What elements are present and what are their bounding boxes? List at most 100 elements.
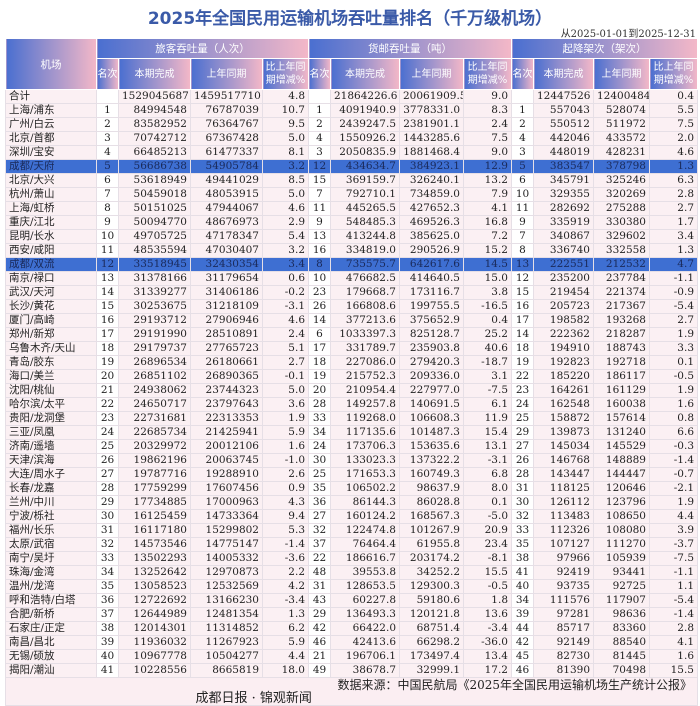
cargo-rank: 19 xyxy=(308,369,331,384)
flights-change: 1.6 xyxy=(649,649,698,664)
flights-change: -0.9 xyxy=(649,285,698,300)
cargo-change: 40.6 xyxy=(463,341,512,356)
cargo-last-year: 61955.8 xyxy=(399,537,464,552)
flights-current: 92149 xyxy=(533,635,594,650)
passenger-current: 17759299 xyxy=(118,481,191,496)
passenger-last-year: 31406186 xyxy=(190,285,263,300)
table-row: 贵阳/龙洞堡 23 22731681 22313353 1.9 33 119268.0 106… xyxy=(5,411,698,426)
airport-name: 三亚/凤凰 xyxy=(5,425,97,440)
passenger-change: 0.9 xyxy=(262,481,309,496)
cargo-subheader-rank: 名次 xyxy=(308,58,331,90)
flights-change: 4.4 xyxy=(649,509,698,524)
cargo-last-year: 2381901.1 xyxy=(399,117,464,132)
flights-current: 219454 xyxy=(533,285,594,300)
cargo-last-year: 469526.3 xyxy=(399,215,464,230)
passenger-change: 4.8 xyxy=(262,89,309,104)
flights-rank: 22 xyxy=(511,369,534,384)
passenger-last-year: 11314852 xyxy=(190,621,263,636)
passenger-rank: 36 xyxy=(96,593,119,608)
passenger-rank: 8 xyxy=(96,201,119,216)
flights-last-year: 117907 xyxy=(593,593,650,608)
flights-change: 1.7 xyxy=(649,215,698,230)
cargo-change: -7.5 xyxy=(463,383,512,398)
cargo-rank: 2 xyxy=(308,117,331,132)
passenger-change: 18.0 xyxy=(262,663,309,678)
cargo-rank: 29 xyxy=(308,607,331,622)
passenger-rank: 38 xyxy=(96,621,119,636)
flights-rank: 19 xyxy=(511,355,534,370)
passenger-last-year: 47178347 xyxy=(190,229,263,244)
flights-current: 235200 xyxy=(533,271,594,286)
flights-rank: 34 xyxy=(511,593,534,608)
passenger-last-year: 23744323 xyxy=(190,383,263,398)
passenger-subheader-last-year: 上年同期 xyxy=(190,58,263,90)
flights-current: 112326 xyxy=(533,523,594,538)
passenger-rank: 26 xyxy=(96,453,119,468)
passenger-rank: 12 xyxy=(96,257,119,272)
cargo-current: 136493.3 xyxy=(330,607,400,622)
cargo-rank: 10 xyxy=(308,271,331,286)
table-row: 北京/首都 3 70742712 67367428 5.0 4 1550926.2 14432… xyxy=(5,131,698,146)
flights-change: -5.4 xyxy=(649,593,698,608)
flights-change: 2.8 xyxy=(649,621,698,636)
cargo-current: 66422.0 xyxy=(330,621,400,636)
table-row: 三亚/凤凰 24 22685734 21425941 5.9 34 117135.6 1014… xyxy=(5,425,698,440)
passenger-rank: 22 xyxy=(96,397,119,412)
flights-rank: 35 xyxy=(511,537,534,552)
cargo-current: 76464.4 xyxy=(330,537,400,552)
flights-rank: 27 xyxy=(511,439,534,454)
passenger-rank: 34 xyxy=(96,565,119,580)
flights-current: 143447 xyxy=(533,467,594,482)
passenger-change: 9.4 xyxy=(262,509,309,524)
passenger-current: 56686738 xyxy=(118,159,191,174)
passenger-rank: 6 xyxy=(96,173,119,188)
flights-last-year: 131240 xyxy=(593,425,650,440)
flights-last-year: 93441 xyxy=(593,565,650,580)
flights-rank: 44 xyxy=(511,621,534,636)
flights-change: 1.9 xyxy=(649,495,698,510)
flights-last-year: 212532 xyxy=(593,257,650,272)
cargo-current: 122474.8 xyxy=(330,523,400,538)
flights-current: 335919 xyxy=(533,215,594,230)
cargo-last-year: 1881468.4 xyxy=(399,145,464,160)
airport-name: 沈阳/桃仙 xyxy=(5,383,97,398)
airport-name: 上海/浦东 xyxy=(5,103,97,118)
cargo-last-year: 173116.7 xyxy=(399,285,464,300)
passenger-current: 24650717 xyxy=(118,397,191,412)
flights-change: 4.1 xyxy=(649,635,698,650)
passenger-subheader-change: 比上年同期增减% xyxy=(262,58,309,90)
airport-name: 珠海/金湾 xyxy=(5,565,97,580)
passenger-change: -3.1 xyxy=(262,299,309,314)
passenger-change: 10.7 xyxy=(262,103,309,118)
table-row: 石家庄/正定 38 12014301 11314852 6.2 42 66422.0 6875… xyxy=(5,621,698,636)
flights-change: 2.7 xyxy=(649,201,698,216)
cargo-last-year: 279420.3 xyxy=(399,355,464,370)
flights-current: 139873 xyxy=(533,425,594,440)
passenger-rank: 17 xyxy=(96,327,119,342)
cargo-current: 133023.3 xyxy=(330,453,400,468)
cargo-current: 39553.8 xyxy=(330,565,400,580)
flights-rank: 33 xyxy=(511,523,534,538)
passenger-current: 22731681 xyxy=(118,411,191,426)
passenger-rank: 5 xyxy=(96,159,119,174)
passenger-change: 4.3 xyxy=(262,495,309,510)
cargo-rank: 37 xyxy=(308,537,331,552)
passenger-rank: 15 xyxy=(96,299,119,314)
cargo-last-year: 1443285.6 xyxy=(399,131,464,146)
table-row: 成都/双流 12 33518945 32430354 3.4 8 735575.7 64261… xyxy=(5,257,698,272)
flights-change: 1.3 xyxy=(649,243,698,258)
header-flights: 起降架次（架次） xyxy=(511,38,698,59)
passenger-last-year: 17607456 xyxy=(190,481,263,496)
passenger-rank: 32 xyxy=(96,537,119,552)
table-row: 深圳/宝安 4 66485213 61477337 8.1 3 2050835.9 18814… xyxy=(5,145,698,160)
airport-name: 济南/遥墙 xyxy=(5,439,97,454)
cargo-current: 173706.3 xyxy=(330,439,400,454)
passenger-rank: 37 xyxy=(96,607,119,622)
table-row: 长春/龙嘉 28 17759299 17607456 0.9 35 106502.2 9863… xyxy=(5,481,698,496)
flights-last-year: 160038 xyxy=(593,397,650,412)
flights-rank: 3 xyxy=(511,145,534,160)
passenger-rank: 40 xyxy=(96,649,119,664)
data-source: 数据来源：中国民航局《2025年全国民用运输机场生产统计公报》 xyxy=(337,678,692,692)
flights-rank xyxy=(511,89,534,104)
passenger-current: 10228556 xyxy=(118,663,191,678)
